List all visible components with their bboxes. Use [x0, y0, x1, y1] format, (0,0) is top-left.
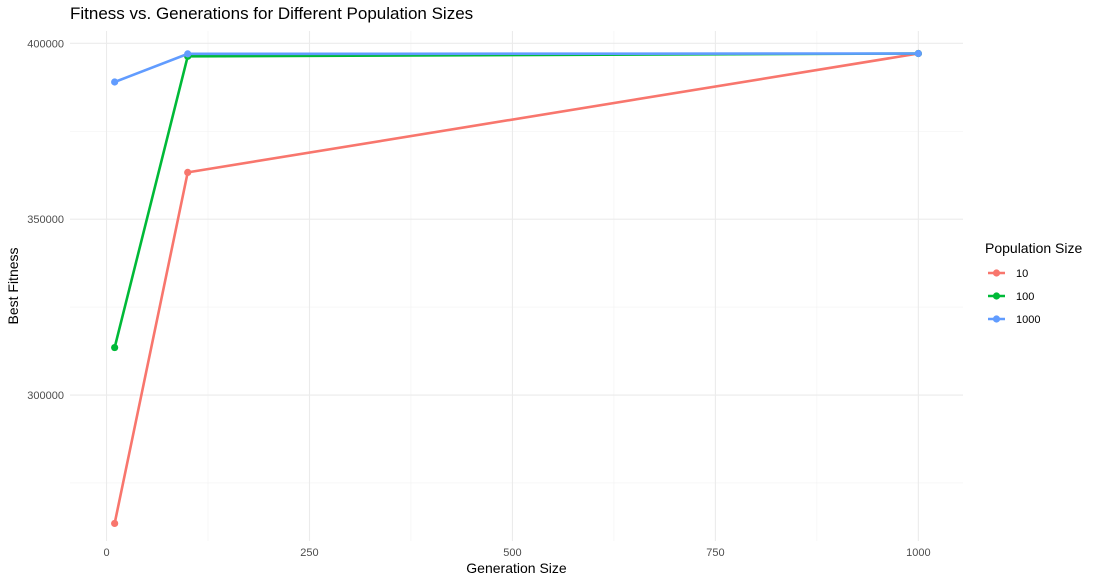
data-point-1000 — [111, 78, 119, 86]
data-point-10 — [184, 168, 192, 176]
y-axis-title: Best Fitness — [5, 247, 21, 324]
series-line-100 — [113, 52, 919, 348]
legend: Population Size 10 100 1000 — [985, 240, 1083, 326]
legend-label-100: 100 — [1016, 291, 1034, 303]
data-point-10 — [111, 519, 119, 528]
x-axis-title: Generation Size — [466, 560, 567, 576]
series-layer — [111, 49, 922, 528]
x-tick-label: 1000 — [906, 547, 930, 559]
y-tick-label: 350000 — [27, 214, 64, 226]
legend-key-point-10 — [992, 269, 1001, 277]
major-gridlines — [70, 31, 963, 541]
legend-label-10: 10 — [1016, 268, 1028, 280]
legend-label-1000: 1000 — [1016, 314, 1040, 326]
data-point-100 — [111, 343, 119, 352]
legend-key-point-1000 — [992, 315, 1001, 323]
legend-key-point-100 — [992, 292, 1001, 300]
x-tick-label: 500 — [503, 547, 521, 559]
data-point-1000 — [914, 49, 922, 58]
series-line-1000 — [114, 52, 919, 84]
y-tick-label: 400000 — [27, 38, 64, 50]
minor-gridlines — [70, 31, 963, 541]
x-tick-label: 250 — [300, 547, 318, 559]
x-tick-label: 750 — [706, 547, 724, 559]
chart-title: Fitness vs. Generations for Different Po… — [70, 4, 474, 23]
series-line-10 — [113, 52, 919, 524]
legend-items: 10 100 1000 — [988, 268, 1040, 326]
data-point-1000 — [184, 50, 192, 58]
y-tick-label: 300000 — [27, 390, 64, 402]
y-axis-ticks: 300000 350000 400000 — [27, 38, 64, 402]
legend-title: Population Size — [985, 240, 1083, 256]
x-tick-label: 0 — [103, 547, 109, 559]
x-axis-ticks: 0 250 500 750 1000 — [103, 547, 930, 559]
